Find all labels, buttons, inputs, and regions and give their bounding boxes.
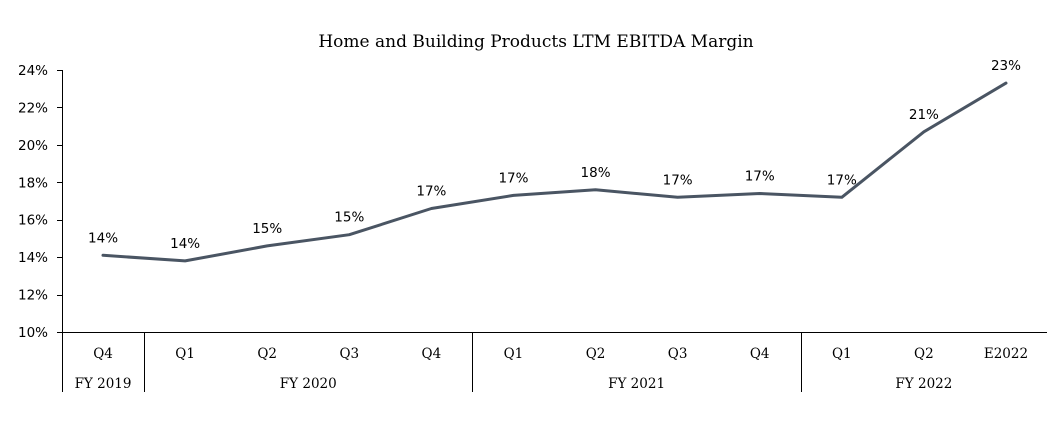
x-tick-label: Q1	[504, 346, 524, 362]
x-tick-label: Q4	[422, 346, 442, 362]
x-tick-label: Q3	[668, 346, 688, 362]
data-label: 15%	[334, 210, 364, 226]
y-tick-label: 22%	[18, 100, 48, 116]
y-tick-label: 18%	[18, 175, 48, 191]
chart-title: Home and Building Products LTM EBITDA Ma…	[318, 32, 753, 52]
x-tick-label: Q1	[832, 346, 852, 362]
x-tick-label: Q2	[586, 346, 606, 362]
data-label: 17%	[745, 169, 775, 185]
data-label: 18%	[581, 165, 611, 181]
data-label: 14%	[170, 236, 200, 252]
data-label: 17%	[416, 183, 446, 199]
x-tick-label: Q2	[257, 346, 277, 362]
data-label: 23%	[991, 58, 1021, 74]
y-axis: 10% 12% 14% 16% 18% 20% 22% 24%	[18, 63, 63, 341]
data-label: 17%	[498, 170, 528, 186]
x-group-label: FY 2021	[608, 376, 665, 392]
data-labels: 14% 14% 15% 15% 17% 17% 18% 17% 17% 17% 21% 23%	[88, 58, 1021, 252]
x-axis: Q4 Q1 Q2 Q3 Q4 Q1 Q2 Q3 Q4 Q1 Q2 E2022 FY 2019 FY 202…	[62, 332, 1047, 392]
x-group-label: FY 2022	[895, 376, 952, 392]
x-tick-label: Q4	[93, 346, 113, 362]
x-group-label: FY 2019	[75, 376, 132, 392]
x-tick-label: Q1	[175, 346, 195, 362]
data-label: 21%	[909, 107, 939, 123]
data-label: 14%	[88, 230, 118, 246]
series-group	[101, 81, 1008, 263]
y-tick-label: 16%	[18, 213, 48, 229]
x-group-label: FY 2020	[280, 376, 337, 392]
series-line	[101, 81, 1008, 263]
data-label: 17%	[827, 172, 857, 188]
y-tick-label: 14%	[18, 250, 48, 266]
y-tick-label: 20%	[18, 138, 48, 154]
x-tick-label: Q4	[750, 346, 770, 362]
y-tick-label: 10%	[18, 325, 48, 341]
data-label: 17%	[663, 172, 693, 188]
x-tick-label: E2022	[984, 346, 1028, 362]
y-tick-label: 12%	[18, 288, 48, 304]
x-tick-label: Q3	[339, 346, 359, 362]
x-tick-label: Q2	[914, 346, 934, 362]
data-label: 15%	[252, 221, 282, 237]
y-tick-label: 24%	[18, 63, 48, 79]
